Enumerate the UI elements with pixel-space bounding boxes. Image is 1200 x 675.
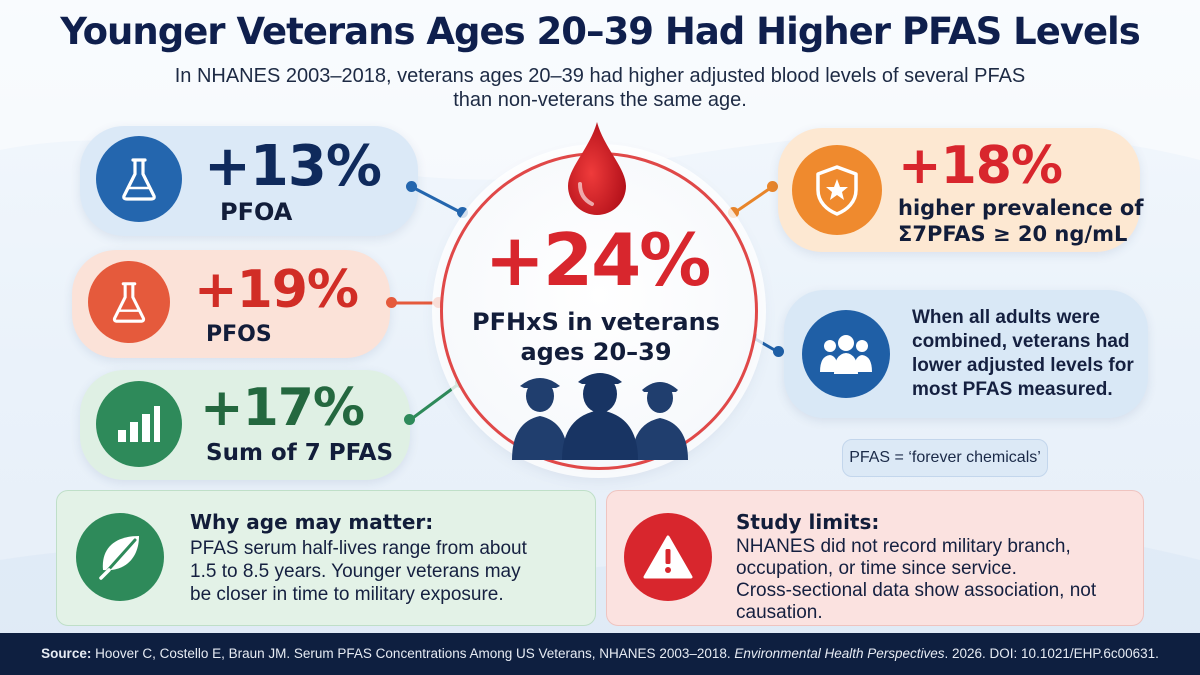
limits-line2: occupation, or time since service.: [736, 558, 1017, 579]
veterans-silhouette-icon: [512, 373, 688, 460]
connector-dot: [406, 181, 417, 192]
connector-dot: [457, 207, 468, 218]
flask-icon: [88, 261, 170, 343]
why-age-line1: PFAS serum half-lives range from about: [190, 538, 527, 559]
source-footer: Source: Hoover C, Costello E, Braun JM. …: [0, 633, 1200, 675]
sum7-value: +17%: [200, 378, 365, 438]
why-age-heading: Why age may matter:: [190, 510, 434, 534]
bar-chart-icon: [96, 381, 182, 467]
center-value: +24%: [484, 218, 712, 302]
page-title: Younger Veterans Ages 20–39 Had Higher P…: [60, 10, 1141, 53]
shield-star-icon: [792, 145, 882, 235]
all-adults-line2: combined, veterans had: [912, 331, 1130, 352]
center-line2: ages 20–39: [520, 338, 672, 366]
limits-line1: NHANES did not record military branch,: [736, 536, 1071, 557]
people-group-icon: [802, 310, 890, 398]
limits-line3: Cross-sectional data show association, n…: [736, 580, 1097, 601]
all-adults-line4: most PFAS measured.: [912, 379, 1113, 400]
pfoa-label: PFOA: [220, 198, 293, 226]
leaf-icon: [76, 513, 164, 601]
page-subtitle: In NHANES 2003–2018, veterans ages 20–39…: [174, 65, 1026, 111]
source-label: Source:: [41, 646, 92, 661]
why-age-line2: 1.5 to 8.5 years. Younger veterans may: [190, 561, 521, 582]
warning-icon: [624, 513, 712, 601]
prevalence-value: +18%: [898, 136, 1063, 196]
pfas-note-badge: PFAS = ‘forever chemicals’: [842, 439, 1048, 477]
source-journal: Environmental Health Perspectives: [734, 646, 945, 661]
pfoa-value: +13%: [204, 134, 382, 199]
prevalence-line2: Σ7PFAS ≥ 20 ng/mL: [898, 222, 1128, 246]
center-line1: PFHxS in veterans: [472, 308, 720, 336]
source-citation: Source: Hoover C, Costello E, Braun JM. …: [0, 633, 1200, 675]
source-tail: . 2026. DOI: 10.1021/EHP.6c00631.: [944, 646, 1159, 661]
limits-heading: Study limits:: [736, 510, 880, 534]
limits-line4: causation.: [736, 602, 823, 623]
connector-dot: [767, 181, 778, 192]
pfas-note-text: PFAS = ‘forever chemicals’: [849, 449, 1041, 466]
sum7-label: Sum of 7 PFAS: [206, 440, 394, 466]
connector-dot: [728, 207, 739, 218]
source-text: Hoover C, Costello E, Braun JM. Serum PF…: [91, 646, 735, 661]
connector-dot: [386, 297, 397, 308]
prevalence-line1: higher prevalence of: [898, 196, 1144, 220]
blood-drop-icon: [568, 122, 626, 215]
flask-icon: [96, 136, 182, 222]
pfos-label: PFOS: [206, 322, 272, 347]
connector-dot: [404, 414, 415, 425]
all-adults-line3: lower adjusted levels for: [912, 355, 1134, 376]
pfos-value: +19%: [194, 260, 359, 320]
all-adults-line1: When all adults were: [912, 307, 1100, 328]
why-age-line3: be closer in time to military exposure.: [190, 584, 504, 605]
connector-dot: [773, 346, 784, 357]
connector-dot: [433, 297, 444, 308]
